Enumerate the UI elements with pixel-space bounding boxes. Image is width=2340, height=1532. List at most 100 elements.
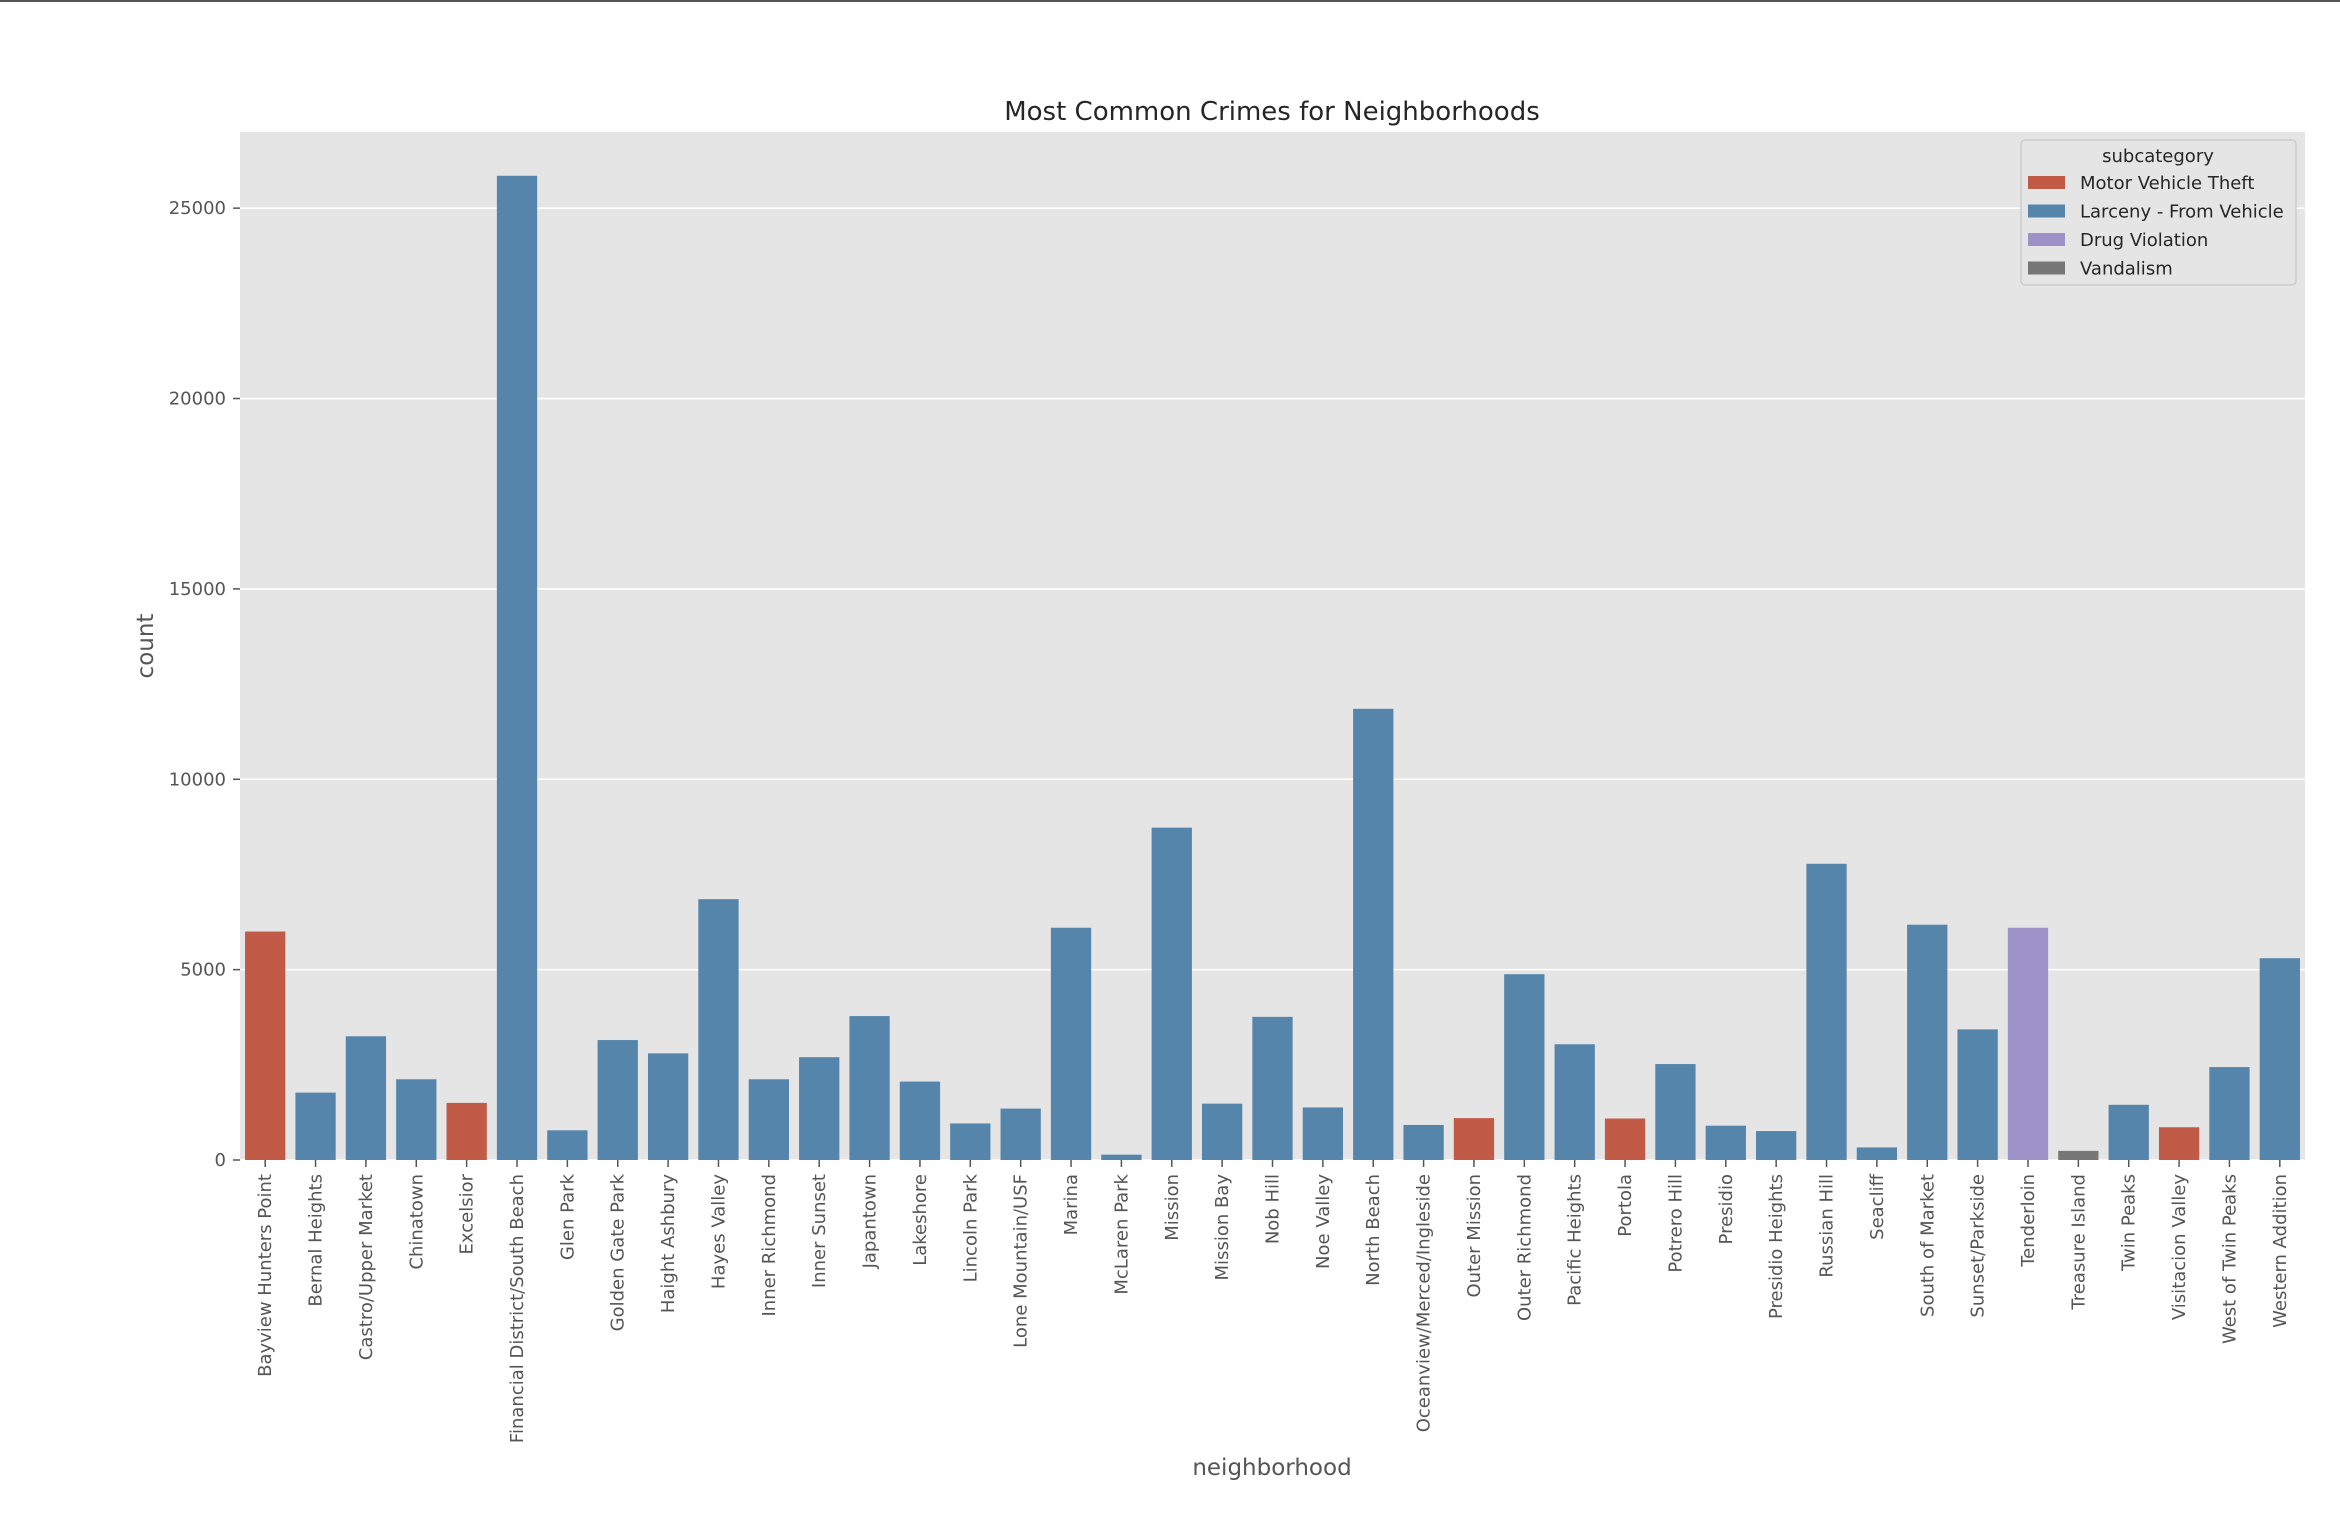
x-tick-label: Inner Sunset [809,1174,830,1288]
y-tick-label: 20000 [169,389,226,410]
bar [345,1036,387,1160]
y-tick-label: 5000 [180,960,226,981]
x-tick-label: Castro/Upper Market [356,1174,377,1360]
bar [1353,708,1394,1160]
bar [1907,924,1948,1160]
top-border [0,0,2340,2]
chart-title: Most Common Crimes for Neighborhoods [1004,97,1540,127]
y-tick-label: 25000 [169,198,226,219]
bar [1000,1108,1041,1160]
x-tick-label: Western Addition [2270,1174,2291,1328]
bar [899,1081,941,1160]
bar [950,1123,991,1160]
bar [1252,1016,1293,1160]
x-tick-label: Mission Bay [1212,1174,1233,1281]
x-tick-label: South of Market [1917,1174,1938,1317]
x-tick-label: Lakeshore [910,1174,931,1266]
bar [496,175,538,1161]
bar [547,1130,588,1160]
x-tick-label: Hayes Valley [708,1174,729,1289]
y-axis-label: count [133,614,159,679]
x-tick-label: Bayview Hunters Point [255,1174,276,1377]
x-tick-label: Sunset/Parkside [1968,1174,1989,1318]
legend-swatch [2028,176,2065,189]
bar [1201,1103,1243,1160]
x-axis-ticks: Bayview Hunters Point Bernal Heights Castr… [255,1160,2291,1443]
bar [1604,1118,1646,1160]
x-tick-label: Treasure Island [2068,1174,2089,1311]
bar [597,1040,638,1160]
bar [446,1102,487,1160]
y-tick-label: 0 [215,1150,226,1171]
bar [1453,1118,1495,1160]
x-tick-label: Pacific Heights [1565,1174,1586,1306]
x-tick-label: Lincoln Park [960,1173,981,1282]
y-tick-label: 10000 [169,769,226,790]
y-tick-label: 15000 [169,579,226,600]
bar [1756,1131,1797,1160]
x-tick-label: Excelsior [457,1173,478,1254]
bar [1705,1125,1746,1160]
bar [1403,1124,1444,1160]
bar [1504,974,1545,1160]
x-tick-label: Seacliff [1867,1173,1888,1239]
x-tick-label: North Beach [1363,1174,1384,1286]
bar [295,1092,336,1160]
x-tick-label: Nob Hill [1263,1174,1284,1244]
bar [245,931,286,1160]
bar [698,899,739,1160]
x-tick-label: Twin Peaks [2119,1174,2140,1272]
bar [1101,1154,1142,1160]
bar [2209,1067,2250,1160]
bar [1050,927,1092,1160]
x-tick-label: Russian Hill [1817,1174,1838,1278]
x-tick-label: Presidio [1716,1174,1737,1244]
bar [647,1053,689,1160]
x-tick-label: Lone Mountain/USF [1011,1174,1032,1348]
legend-title: subcategory [2102,146,2214,167]
legend-swatch [2028,261,2065,275]
bar [1302,1107,1344,1160]
x-tick-label: Bernal Heights [306,1174,327,1307]
legend-box [2020,139,2297,286]
legend: subcategory Motor Vehicle Theft Larceny -… [2020,139,2297,286]
y-axis-ticks: 0 5000 10000 15000 20000 25000 [169,198,240,1171]
x-tick-label: Presidio Heights [1766,1174,1787,1319]
legend-label: Vandalism [2080,259,2173,280]
legend-label: Drug Violation [2080,230,2208,251]
bar [799,1057,840,1160]
x-tick-label: Financial District/South Beach [507,1174,528,1443]
bar [1554,1044,1595,1160]
x-tick-label: Visitacion Valley [2169,1174,2190,1320]
legend-label: Larceny - From Vehicle [2080,202,2284,223]
x-tick-label: Outer Mission [1464,1174,1485,1298]
x-tick-label: Chinatown [406,1174,427,1270]
x-tick-label: Marina [1061,1174,1082,1235]
x-tick-label: Oceanview/Merced/Ingleside [1414,1174,1435,1432]
x-tick-label: Potrero Hill [1665,1174,1686,1273]
bar [748,1079,789,1160]
x-tick-label: Noe Valley [1313,1174,1334,1269]
bar [2007,927,2049,1160]
bar [2108,1104,2149,1160]
x-tick-label: Mission [1162,1174,1183,1241]
x-tick-label: West of Twin Peaks [2219,1174,2240,1344]
x-tick-label: Haight Ashbury [658,1174,679,1314]
x-tick-label: Portola [1615,1174,1636,1237]
plot-area [240,132,2305,1160]
x-tick-label: Tenderloin [2018,1174,2039,1268]
legend-label: Motor Vehicle Theft [2080,173,2254,194]
bar [1856,1147,1898,1160]
legend-swatch [2028,204,2065,218]
x-axis-label: neighborhood [1192,1455,1351,1481]
bar [849,1016,890,1160]
legend-items: Motor Vehicle Theft Larceny - From Vehicl… [2028,173,2284,280]
x-tick-label: Outer Richmond [1514,1174,1535,1321]
bar [1655,1064,1696,1160]
bars [245,175,2300,1161]
bar [2058,1150,2099,1160]
x-tick-label: Glen Park [557,1173,578,1260]
bar [2158,1127,2200,1160]
x-tick-label: McLaren Park [1111,1173,1132,1294]
